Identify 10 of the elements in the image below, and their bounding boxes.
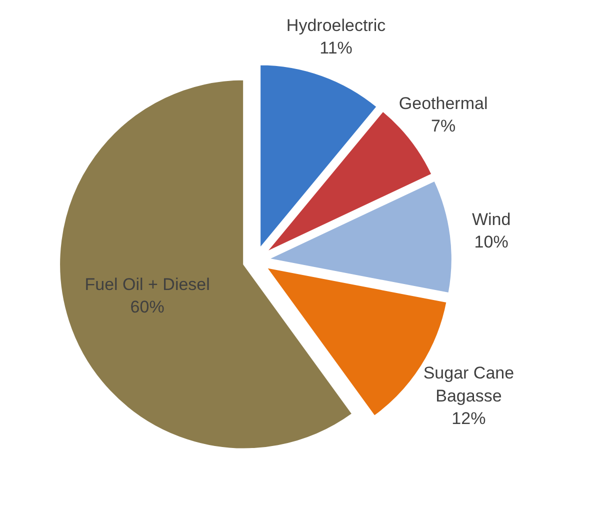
data-label: 60% xyxy=(130,298,164,317)
slice-label: Geothermal xyxy=(398,94,488,113)
data-label: 11% xyxy=(320,38,352,58)
slice-label: Fuel Oil + Diesel xyxy=(84,274,210,294)
data-label: 7% xyxy=(431,116,456,136)
slice-label: Sugar Cane Bagasse xyxy=(423,363,514,406)
slice-label: Wind xyxy=(472,210,511,229)
data-label: 12% xyxy=(452,409,486,428)
data-label: 10% xyxy=(474,232,508,252)
slice-label: Hydroelectric xyxy=(286,16,386,35)
